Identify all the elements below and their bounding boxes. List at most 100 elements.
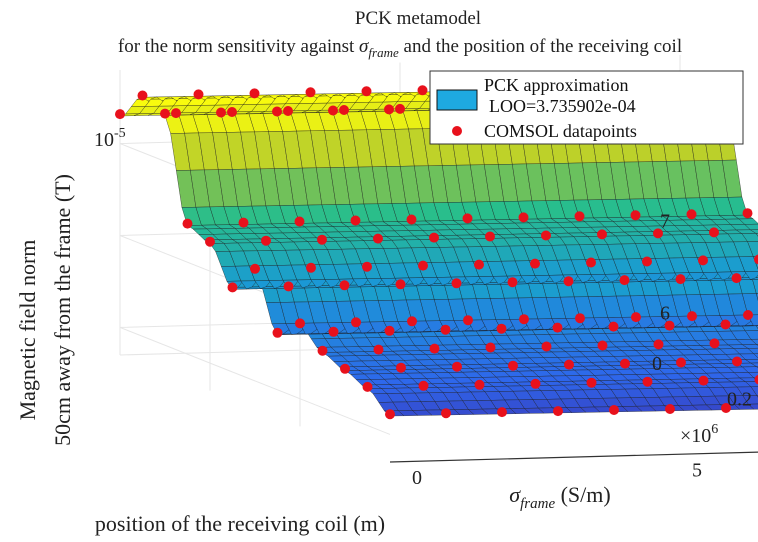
datapoint	[418, 260, 428, 271]
datapoint	[227, 282, 238, 293]
datapoint	[305, 87, 316, 98]
datapoint	[328, 326, 339, 337]
datapoint	[362, 381, 373, 392]
datapoint	[462, 213, 473, 224]
datapoint	[250, 263, 260, 274]
datapoint	[362, 261, 372, 272]
x-axis-label: position of the receiving coil (m)	[95, 511, 385, 536]
datapoint	[418, 380, 429, 391]
datapoint	[485, 342, 496, 353]
datapoint	[407, 316, 417, 327]
datapoint	[474, 379, 485, 390]
datapoint	[182, 218, 193, 229]
surface-cell	[747, 241, 758, 257]
datapoint	[395, 279, 406, 290]
datapoint	[676, 357, 686, 368]
datapoint	[474, 259, 484, 270]
surface-cell	[742, 293, 758, 316]
datapoint	[553, 406, 563, 417]
datapoint	[609, 405, 619, 415]
surface-cell	[739, 353, 758, 360]
datapoint	[698, 255, 708, 266]
datapoint	[574, 211, 585, 222]
legend-box	[429, 70, 744, 145]
surface-cell	[741, 233, 758, 242]
legend: PCK approximation LOO=3.735902e-04 COMSO…	[429, 70, 744, 145]
datapoint	[295, 318, 305, 329]
datapoint	[653, 228, 663, 239]
datapoint	[406, 214, 417, 225]
z-tick-label: 7	[660, 211, 670, 233]
datapoint	[497, 407, 507, 418]
surface-cell	[741, 344, 758, 349]
datapoint	[317, 345, 328, 356]
datapoint	[631, 312, 641, 323]
datapoint	[541, 341, 552, 352]
datapoint	[743, 310, 753, 320]
y-tick-label: 5	[692, 460, 702, 482]
datapoint	[463, 315, 473, 326]
datapoint	[575, 313, 585, 324]
surface-cell	[749, 229, 758, 234]
datapoint	[564, 359, 574, 370]
datapoint	[563, 276, 574, 287]
surface-cell	[738, 218, 758, 225]
x-tick-label: 0	[652, 353, 662, 375]
z-exponent-label: 10-5	[94, 126, 126, 151]
datapoint	[440, 324, 451, 335]
datapoint	[306, 262, 316, 273]
z-tick-label: 6	[660, 302, 670, 324]
datapoint	[395, 103, 405, 114]
datapoint	[732, 356, 742, 367]
datapoint	[317, 234, 327, 245]
datapoint	[417, 85, 428, 96]
surface-cell	[739, 377, 758, 382]
surface-cell	[745, 381, 758, 387]
datapoint	[385, 409, 395, 420]
legend-label-pck-line2: LOO=3.735902e-04	[489, 96, 636, 116]
datapoint	[339, 105, 349, 115]
y-axis-label: σframe (S/m)	[509, 482, 610, 512]
surface-cell	[750, 339, 758, 345]
legend-swatch-pck	[436, 89, 478, 111]
datapoint	[619, 275, 630, 286]
datapoint	[518, 212, 529, 223]
datapoint	[496, 323, 507, 334]
chart-title: PCK metamodel	[355, 8, 481, 29]
datapoint	[519, 314, 529, 325]
datapoint	[115, 109, 125, 120]
chart-subtitle: for the norm sensitivity against σframe …	[118, 36, 682, 60]
datapoint	[261, 235, 271, 246]
datapoint	[171, 108, 181, 119]
x-tick-label: 0.2	[727, 389, 752, 411]
surface-cell	[742, 395, 758, 405]
datapoint	[283, 281, 294, 292]
datapoint	[339, 280, 350, 291]
datapoint	[508, 360, 518, 371]
datapoint	[340, 363, 350, 374]
datapoint	[709, 227, 719, 238]
datapoint	[283, 106, 293, 116]
datapoint	[441, 408, 451, 419]
datapoint	[530, 378, 541, 389]
datapoint	[373, 233, 383, 244]
comsol-datapoints	[115, 80, 758, 420]
datapoint	[552, 322, 563, 333]
y-tick-label: 0	[412, 467, 422, 489]
datapoint	[361, 86, 372, 97]
datapoint	[429, 232, 439, 243]
datapoint	[630, 210, 641, 221]
datapoint	[272, 327, 283, 338]
datapoint	[664, 320, 675, 331]
datapoint	[216, 107, 226, 118]
datapoint	[137, 90, 148, 101]
datapoint	[227, 107, 237, 117]
datapoint	[653, 339, 664, 350]
legend-label-comsol: COMSOL datapoints	[484, 121, 637, 141]
datapoint	[586, 257, 596, 268]
datapoint	[742, 208, 753, 219]
datapoint	[351, 317, 361, 328]
surface-cell	[750, 277, 758, 280]
datapoint	[452, 361, 462, 372]
